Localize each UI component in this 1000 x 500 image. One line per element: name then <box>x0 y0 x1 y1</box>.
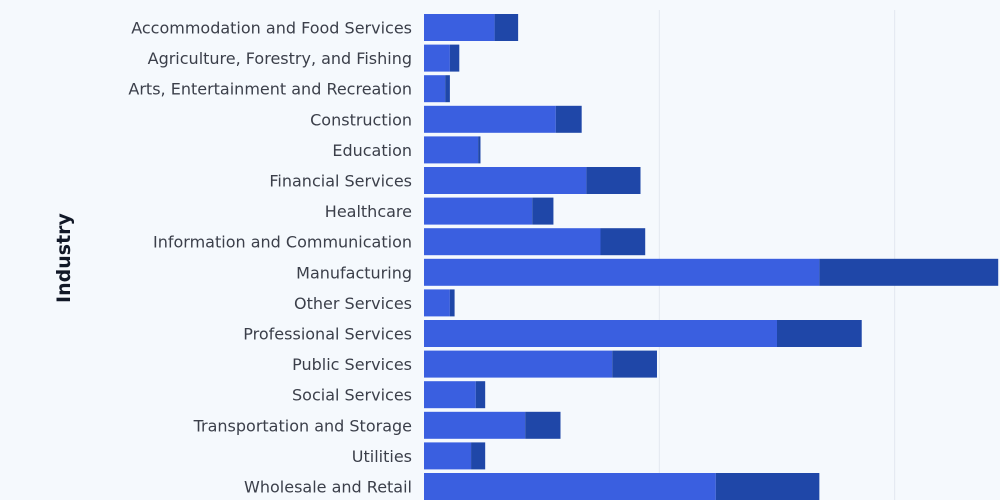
category-label: Education <box>332 141 412 160</box>
category-label: Financial Services <box>269 172 412 191</box>
category-label: Public Services <box>292 355 412 374</box>
bar-segment-1 <box>424 411 526 439</box>
bars <box>424 14 999 500</box>
bar-segment-1 <box>424 44 450 72</box>
bar-segment-1 <box>424 381 476 409</box>
category-label: Accommodation and Food Services <box>131 19 412 38</box>
bar-segment-1 <box>424 320 777 347</box>
category-labels: Accommodation and Food Services Agricultu… <box>128 19 412 497</box>
bar-segment-2 <box>777 320 862 347</box>
bar-segment-1 <box>424 228 601 256</box>
bar-segment-2 <box>494 14 519 41</box>
bar-segment-2 <box>449 289 455 317</box>
bar-segment-2 <box>819 258 999 286</box>
bar-segment-2 <box>586 167 641 194</box>
bar-segment-1 <box>424 167 587 194</box>
category-label: Agriculture, Forestry, and Fishing <box>148 49 412 68</box>
category-label: Construction <box>310 110 412 129</box>
bar-segment-2 <box>555 105 582 133</box>
category-label: Information and Communication <box>153 233 412 252</box>
bar-segment-2 <box>525 411 561 439</box>
bar-segment-1 <box>424 136 479 164</box>
bar-segment-2 <box>478 136 481 164</box>
category-label: Social Services <box>292 386 412 405</box>
y-axis-label: Industry <box>53 212 75 302</box>
category-label: Other Services <box>294 294 412 313</box>
bar-segment-2 <box>532 197 554 225</box>
bar-segment-1 <box>424 14 495 41</box>
category-label: Arts, Entertainment and Recreation <box>128 80 412 99</box>
bar-segment-2 <box>600 228 646 256</box>
bar-segment-2 <box>449 44 460 72</box>
bar-segment-2 <box>612 350 657 378</box>
bar-segment-1 <box>424 442 472 470</box>
bar-segment-1 <box>424 289 450 317</box>
category-label: Healthcare <box>325 202 412 221</box>
bar-segment-1 <box>424 75 446 103</box>
bar-segment-1 <box>424 197 533 225</box>
category-label: Utilities <box>352 447 412 466</box>
bar-segment-2 <box>715 473 820 500</box>
bar-segment-1 <box>424 258 820 286</box>
grid <box>658 10 896 500</box>
bar-segment-1 <box>424 105 556 133</box>
category-label: Transportation and Storage <box>193 416 412 435</box>
bar-segment-1 <box>424 350 613 378</box>
bar-segment-2 <box>471 442 486 470</box>
category-label: Wholesale and Retail <box>244 478 412 497</box>
bar-segment-2 <box>445 75 450 103</box>
bar-segment-1 <box>424 473 716 500</box>
category-label: Professional Services <box>243 325 412 344</box>
category-label: Manufacturing <box>296 263 412 282</box>
bar-segment-2 <box>475 381 486 409</box>
